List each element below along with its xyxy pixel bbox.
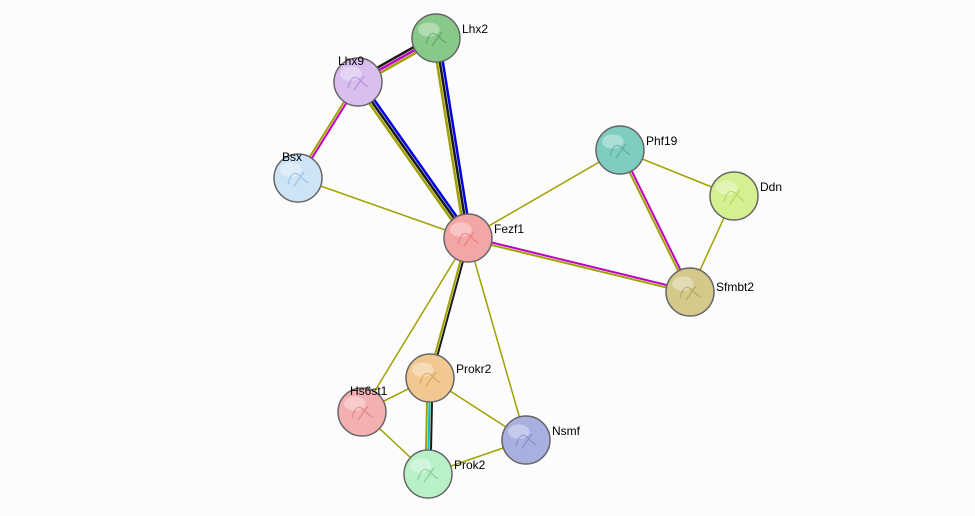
- node-Ddn[interactable]: [710, 172, 758, 220]
- edge-Fezf1-Sfmbt2[interactable]: [468, 239, 690, 293]
- edge-Fezf1-Sfmbt2[interactable]: [468, 237, 690, 291]
- node-Hs6st1[interactable]: [338, 388, 386, 436]
- node-Prok2[interactable]: [404, 450, 452, 498]
- node-Lhx9[interactable]: [334, 58, 382, 106]
- nodes-layer: [274, 14, 758, 498]
- node-Sfmbt2[interactable]: [666, 268, 714, 316]
- node-Prokr2[interactable]: [406, 354, 454, 402]
- node-Lhx2[interactable]: [412, 14, 460, 62]
- node-Nsmf[interactable]: [502, 416, 550, 464]
- node-Fezf1[interactable]: [444, 214, 492, 262]
- edge-Fezf1-Phf19[interactable]: [468, 150, 620, 238]
- edge-Lhx9-Fezf1[interactable]: [360, 80, 470, 236]
- protein-network-diagram: [0, 0, 975, 516]
- node-Phf19[interactable]: [596, 126, 644, 174]
- edge-Fezf1-Nsmf[interactable]: [468, 238, 526, 440]
- node-Bsx[interactable]: [274, 154, 322, 202]
- edge-Lhx2-Fezf1[interactable]: [433, 38, 465, 238]
